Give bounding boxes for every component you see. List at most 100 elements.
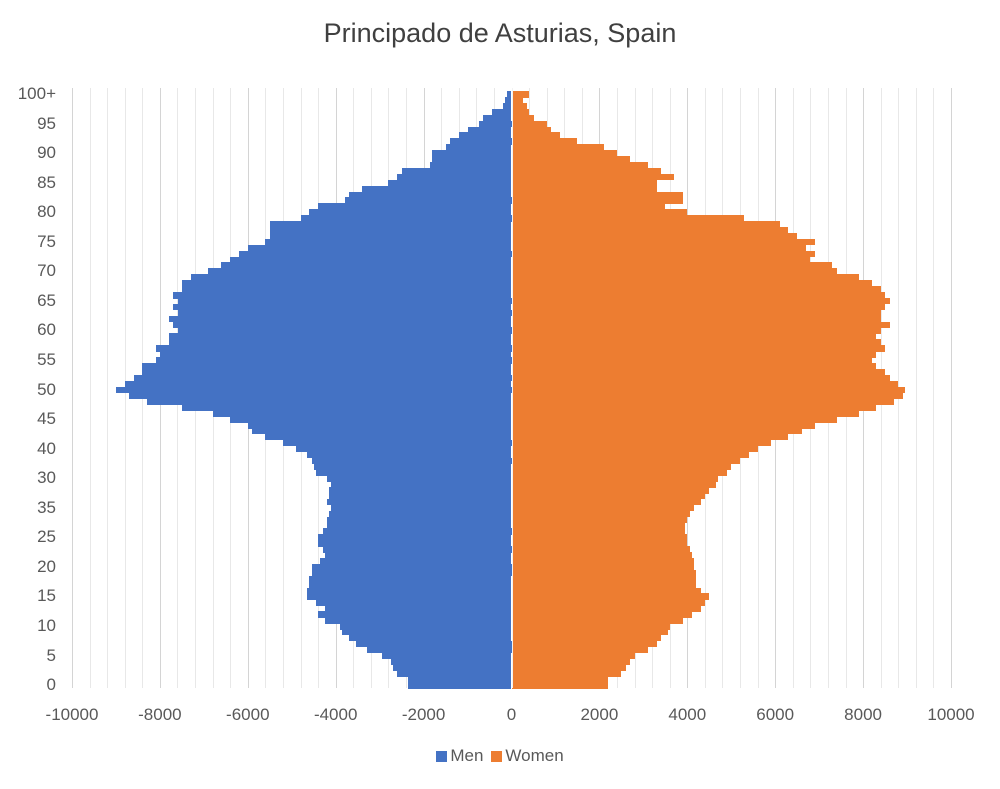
women-bar-age-25: [511, 534, 688, 541]
gridline: [90, 88, 91, 688]
women-bar-age-98: [511, 102, 527, 110]
men-bar-age-31: [326, 498, 512, 506]
women-bar-age-41: [511, 439, 771, 447]
women-bar-age-49: [511, 392, 903, 399]
women-bar-age-48: [511, 398, 894, 405]
men-bar-age-47: [181, 404, 512, 411]
y-tick-label: 15: [37, 586, 56, 606]
legend-item-men[interactable]: Men: [436, 746, 483, 766]
men-bar-age-1: [408, 676, 512, 683]
men-bar-age-91: [445, 144, 512, 151]
women-bar-age-71: [511, 262, 833, 269]
men-bar-age-92: [450, 138, 512, 145]
men-bar-age-72: [230, 256, 512, 263]
women-bar-age-89: [511, 156, 631, 163]
x-tick-label: -4000: [313, 705, 358, 724]
men-bar-age-8: [348, 634, 512, 642]
y-tick-label: 65: [37, 290, 56, 310]
women-bar-age-20: [511, 563, 694, 571]
women-bar-age-37: [511, 463, 732, 470]
women-bar-age-60: [511, 327, 881, 334]
women-bar-age-81: [511, 203, 666, 210]
y-tick-label: 20: [37, 556, 56, 576]
women-bar-age-1: [511, 676, 609, 683]
men-bar-age-70: [208, 268, 512, 275]
women-bar-age-63: [511, 309, 881, 317]
women-bar-age-51: [511, 380, 899, 388]
men-bar-age-52: [133, 374, 512, 382]
women-bar-age-18: [511, 575, 697, 583]
women-bar-age-16: [511, 587, 701, 594]
plot-area: [72, 88, 952, 689]
women-bar-age-50: [511, 386, 905, 393]
women-bar-age-97: [511, 108, 530, 116]
y-tick-label: 50: [37, 379, 56, 399]
y-tick-label: 55: [37, 349, 56, 369]
women-bar-age-45: [511, 416, 837, 423]
women-bar-age-38: [511, 457, 740, 464]
men-bar-age-80: [309, 209, 512, 216]
x-tick-label: 6000: [756, 705, 795, 724]
women-bar-age-7: [511, 640, 657, 648]
women-bar-age-32: [511, 492, 705, 500]
men-bar-age-48: [146, 398, 512, 405]
women-bar-age-14: [511, 599, 705, 606]
women-bar-age-73: [511, 250, 815, 258]
men-bar-age-43: [252, 427, 512, 435]
women-bar-age-12: [511, 611, 692, 618]
men-bar-age-61: [173, 321, 512, 328]
men-bar-age-67: [181, 286, 512, 293]
legend-label-men: Men: [450, 746, 484, 765]
women-bar-age-40: [511, 445, 758, 453]
women-bar-age-22: [511, 552, 692, 559]
men-bar-age-78: [269, 221, 512, 228]
women-bar-age-43: [511, 427, 802, 435]
men-bar-age-50: [116, 386, 512, 393]
men-bar-age-93: [458, 132, 512, 139]
women-bar-age-27: [511, 522, 686, 529]
y-tick-label: 45: [37, 409, 56, 429]
men-bar-age-59: [168, 333, 512, 340]
women-bar-age-86: [511, 173, 675, 181]
men-bar-age-27: [326, 522, 512, 529]
women-bar-age-9: [511, 628, 668, 636]
women-bar-age-10: [511, 623, 670, 630]
women-bar-age-83: [511, 191, 683, 198]
women-bar-age-46: [511, 410, 859, 417]
women-bar-age-85: [511, 179, 657, 187]
women-bar-age-96: [511, 114, 534, 122]
men-bar-age-6: [366, 646, 512, 654]
women-bar-age-44: [511, 422, 815, 429]
women-bar-age-69: [511, 274, 859, 281]
y-tick-label: 30: [37, 468, 56, 488]
women-bar-age-29: [511, 510, 690, 518]
women-bar-age-15: [511, 593, 710, 600]
women-bar-age-64: [511, 303, 886, 311]
legend-label-women: Women: [505, 746, 564, 765]
women-bar-age-75: [511, 238, 815, 246]
women-bar-age-2: [511, 670, 622, 677]
x-tick-label: -8000: [138, 705, 182, 724]
men-bar-age-45: [230, 416, 512, 423]
women-bar-age-61: [511, 321, 890, 328]
men-bar-age-25: [318, 534, 512, 541]
women-bar-age-42: [511, 433, 789, 441]
women-bar-age-76: [511, 232, 798, 240]
y-tick-label: 75: [37, 231, 56, 251]
men-bar-age-15: [307, 593, 512, 600]
y-tick-label: 0: [46, 675, 56, 694]
men-bar-age-95: [478, 120, 512, 128]
women-bar-age-31: [511, 498, 701, 506]
women-bar-age-28: [511, 516, 688, 524]
women-bar-age-34: [511, 481, 716, 488]
men-bar-age-10: [340, 623, 512, 630]
men-bar-age-36: [315, 469, 512, 476]
x-tick-label: 10000: [927, 705, 975, 724]
men-bar-age-75: [265, 238, 512, 246]
men-bar-age-9: [342, 628, 512, 636]
men-bar-age-46: [212, 410, 512, 417]
men-bar-age-41: [283, 439, 512, 447]
legend-item-women[interactable]: Women: [491, 746, 564, 766]
men-bar-age-83: [348, 191, 512, 198]
men-bar-age-81: [318, 203, 512, 210]
